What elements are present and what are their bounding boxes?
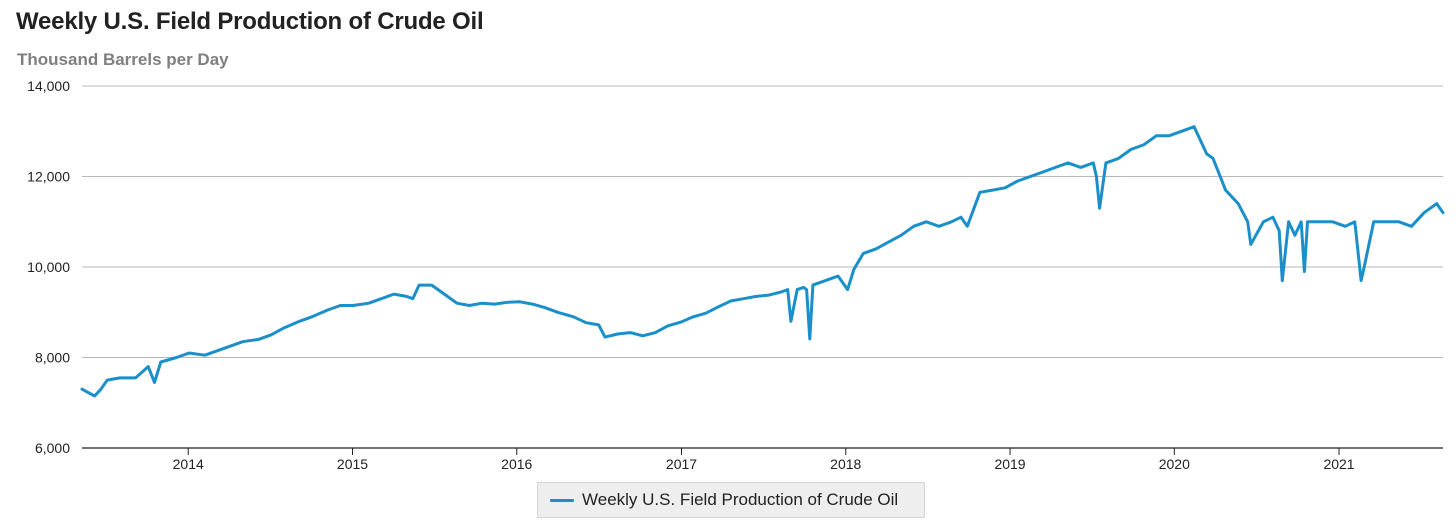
chart-title: Weekly U.S. Field Production of Crude Oi… xyxy=(16,8,484,35)
x-axis: 2014 2015 2016 2017 2018 2019 2020 2021 xyxy=(82,447,1443,472)
x-tick-label: 2016 xyxy=(501,456,532,472)
x-tick-label: 2014 xyxy=(173,456,204,472)
gridlines xyxy=(82,85,1443,358)
y-axis: 6,000 8,000 10,000 12,000 14,000 xyxy=(27,78,70,456)
legend-label: Weekly U.S. Field Production of Crude Oi… xyxy=(582,490,899,509)
legend[interactable]: Weekly U.S. Field Production of Crude Oi… xyxy=(537,482,925,518)
x-tick-label: 2017 xyxy=(666,456,697,472)
legend-swatch xyxy=(550,498,574,502)
series-layer xyxy=(80,125,1445,398)
x-tick-label: 2015 xyxy=(337,456,368,472)
chart-subtitle: Thousand Barrels per Day xyxy=(17,50,229,69)
y-tick-label: 10,000 xyxy=(27,259,70,275)
x-tick-label: 2020 xyxy=(1159,456,1190,472)
y-tick-label: 8,000 xyxy=(35,350,70,366)
y-tick-label: 12,000 xyxy=(27,169,70,185)
x-tick-label: 2021 xyxy=(1323,456,1354,472)
x-tick-label: 2019 xyxy=(994,456,1025,472)
series-line[interactable] xyxy=(80,125,1445,398)
y-tick-label: 6,000 xyxy=(35,440,70,456)
y-tick-label: 14,000 xyxy=(27,78,70,94)
x-tick-label: 2018 xyxy=(830,456,861,472)
